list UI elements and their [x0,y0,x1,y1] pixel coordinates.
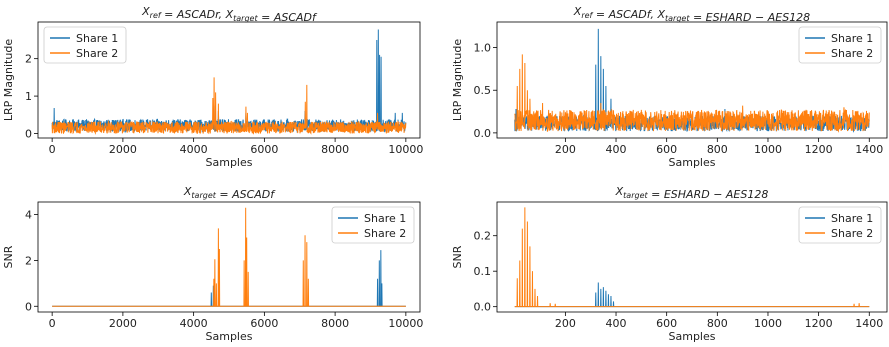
legend: Share 1 Share 2 [43,26,127,64]
legend-box [798,206,882,244]
legend: Share 1 Share 2 [331,206,415,244]
x-tick-label: 1400 [855,143,883,156]
x-tick-label: 200 [555,143,576,156]
y-axis-label: SNR [451,245,464,268]
legend-label: Share 1 [831,212,873,225]
x-tick-label: 4000 [180,317,208,330]
x-axis-label: Samples [669,156,716,169]
legend-label: Share 2 [831,47,873,60]
x-tick-label: 1000 [754,317,782,330]
y-tick-label: 0.1 [474,265,492,278]
y-tick-label: 0.5 [474,84,492,97]
y-tick-label: 2 [25,53,32,66]
x-tick-label: 2000 [109,317,137,330]
series-line-share-1 [52,250,406,307]
chart-panel-4: 200 400 600 800 1000 1200 1400 0.0 0.1 0.2 Samples… [451,185,888,343]
x-tick-label: 800 [707,317,728,330]
series-line-share-2 [514,54,870,133]
x-tick-label: 10000 [388,317,423,330]
series-line-share-2 [514,207,870,308]
x-tick-label: 1400 [855,317,883,330]
chart-panel-1: 0 2000 4000 6000 8000 10000 0 1 2 Samples LRP Magn… [2,5,423,169]
legend-label: Share 1 [831,32,873,45]
y-tick-label: 0.0 [474,127,492,140]
x-tick-label: 600 [656,317,677,330]
x-tick-label: 6000 [250,317,278,330]
x-tick-label: 1000 [754,143,782,156]
y-tick-label: 0.0 [474,301,492,314]
chart-title: Xref = ASCADf, Xtarget = ESHARD − AES128 [573,5,810,24]
x-tick-label: 2000 [109,143,137,156]
x-tick-label: 200 [555,317,576,330]
legend-label: Share 2 [364,227,406,240]
y-tick-label: 1 [25,90,32,103]
legend-label: Share 1 [76,32,118,45]
x-tick-label: 400 [606,317,627,330]
legend: Share 1 Share 2 [798,26,882,64]
y-tick-label: 2 [25,254,32,267]
chart-title: Xtarget = ESHARD − AES128 [615,185,769,201]
legend-box [798,26,882,64]
x-tick-label: 10000 [388,143,423,156]
axes-frame [37,201,421,313]
series-line-share-1 [514,282,870,308]
x-tick-label: 400 [606,143,627,156]
y-tick-label: 4 [25,209,32,222]
y-axis-label: LRP Magnitude [2,39,15,121]
legend-label: Share 1 [364,212,406,225]
legend-label: Share 2 [831,227,873,240]
y-tick-label: 0 [25,300,32,313]
axes-frame [37,21,421,139]
x-tick-label: 1200 [805,317,833,330]
y-axis-label: SNR [2,245,15,268]
series-line-share-2 [51,77,407,135]
x-tick-label: 4000 [180,143,208,156]
chart-panel-2: 200 400 600 800 1000 1200 1400 0.0 0.5 1.0 Samples… [451,5,888,169]
y-tick-label: 0.2 [474,230,492,243]
chart-title: Xtarget = ASCADf [183,185,276,201]
legend: Share 1 Share 2 [798,206,882,244]
x-tick-label: 6000 [250,143,278,156]
x-tick-label: 1200 [805,143,833,156]
x-axis-label: Samples [206,330,253,343]
x-axis-label: Samples [206,156,253,169]
x-tick-label: 8000 [321,317,349,330]
legend-box [43,26,127,64]
y-tick-label: 1.0 [474,42,492,55]
chart-title: Xref = ASCADr, Xtarget = ASCADf [141,5,318,24]
legend-label: Share 2 [76,47,118,60]
x-tick-label: 0 [49,143,56,156]
axes-frame [496,21,888,139]
chart-panel-3: 0 2000 4000 6000 8000 10000 0 2 4 Samples SNR Xtarg… [2,185,423,343]
x-tick-label: 800 [707,143,728,156]
axes-frame [496,201,888,313]
series-line-share-2 [52,207,406,307]
x-tick-label: 600 [656,143,677,156]
x-tick-label: 8000 [321,143,349,156]
y-axis-label: LRP Magnitude [451,39,464,121]
x-tick-label: 0 [49,317,56,330]
x-axis-label: Samples [669,330,716,343]
legend-box [331,206,415,244]
y-tick-label: 0 [25,128,32,141]
